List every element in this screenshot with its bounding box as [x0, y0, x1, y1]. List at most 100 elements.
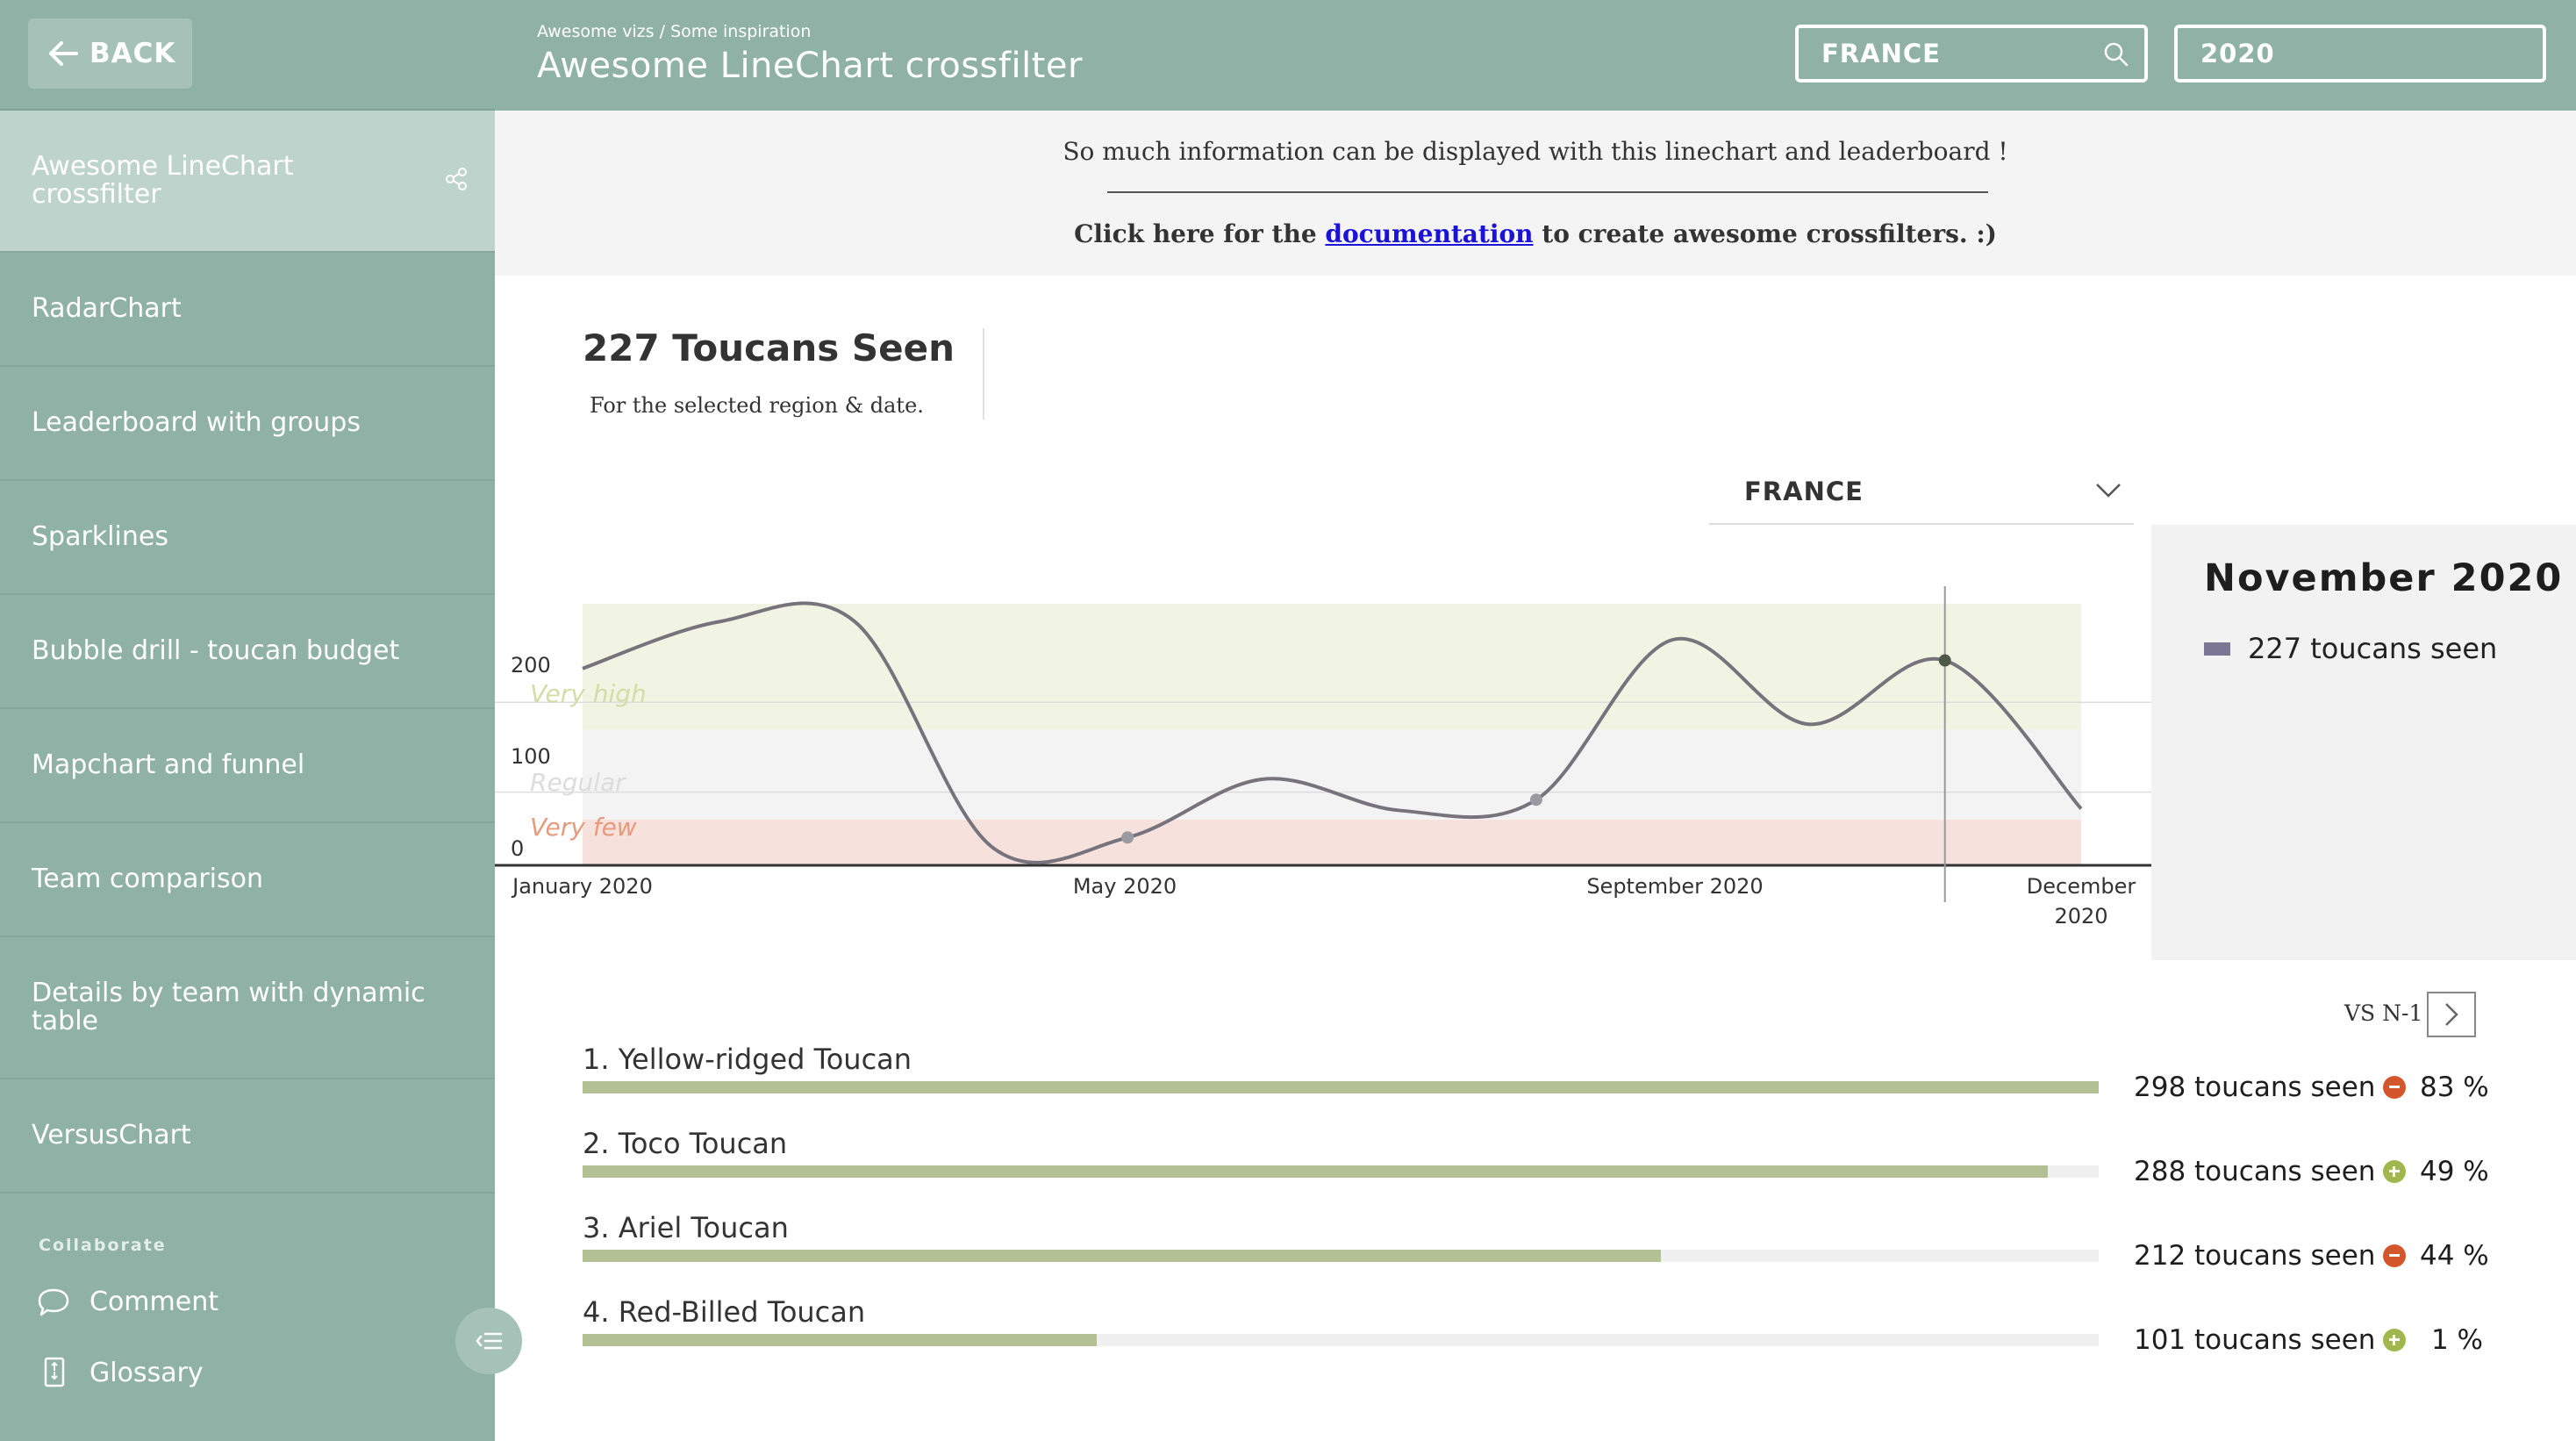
leaderboard-change: 1 %: [2430, 1324, 2483, 1356]
header: Awesome vizs / Some inspiration Awesome …: [495, 0, 2576, 111]
series-swatch: [2204, 642, 2230, 656]
region-filter-value: FRANCE: [1821, 39, 1941, 68]
glossary-label: Glossary: [89, 1357, 204, 1388]
leaderboard-bar: [583, 1165, 2048, 1178]
chevron-right-icon: [2445, 1003, 2458, 1026]
year-filter[interactable]: 2020: [2174, 25, 2546, 82]
region-select[interactable]: FRANCE: [1709, 460, 2134, 525]
sidebar-item-mapchart-funnel[interactable]: Mapchart and funnel: [0, 709, 495, 823]
sidebar-item-leaderboard-groups[interactable]: Leaderboard with groups: [0, 367, 495, 481]
leaderboard-bar: [583, 1081, 2099, 1093]
sidebar-item-bubble-drill[interactable]: Bubble drill - toucan budget: [0, 595, 495, 709]
sidebar-item-label: Leaderboard with groups: [32, 407, 361, 438]
page-title: Awesome LineChart crossfilter: [537, 46, 1083, 86]
comment-link[interactable]: Comment: [37, 1287, 218, 1317]
band-label: Very high: [530, 679, 647, 708]
comment-label: Comment: [89, 1287, 218, 1317]
sidebar-item-label: Team comparison: [32, 864, 263, 894]
x-tick-label: May 2020: [1073, 874, 1177, 899]
tooltip-series-value: 227 toucans seen: [2248, 632, 2498, 665]
region-select-value: FRANCE: [1744, 477, 1864, 506]
back-bar: BACK: [0, 0, 495, 111]
sidebar-item-label: Details by team with dynamic table: [32, 978, 426, 1036]
leaderboard-row[interactable]: 1. Yellow-ridged Toucan 298 toucans seen 8…: [583, 1043, 2513, 1122]
kpi-subtitle: For the selected region & date.: [590, 393, 924, 418]
data-point: [1529, 793, 1542, 807]
sidebar-item-details-by-team[interactable]: Details by team with dynamic table: [0, 937, 495, 1079]
sidebar-nav: Awesome LineChart crossfilter RadarChart…: [0, 111, 495, 1194]
arrow-left-icon: [49, 41, 78, 66]
leaderboard-value: 212 toucans seen: [2134, 1240, 2376, 1272]
breadcrumb: Awesome vizs / Some inspiration: [537, 22, 812, 41]
leaderboard-name: 1. Yellow-ridged Toucan: [583, 1043, 912, 1076]
info-text: So much information can be displayed wit…: [1063, 137, 2008, 166]
band-label: Regular: [530, 768, 626, 797]
leaderboard-value: 288 toucans seen: [2134, 1156, 2376, 1187]
collapse-sidebar-button[interactable]: [455, 1308, 522, 1374]
leaderboard-change: 49 %: [2420, 1156, 2489, 1187]
share-icon[interactable]: [444, 167, 469, 191]
collapse-menu-icon: [476, 1332, 503, 1350]
band-label: Very few: [530, 813, 637, 842]
back-label: BACK: [89, 38, 176, 69]
info-doc-prefix: Click here for the: [1074, 219, 1326, 248]
comment-icon: [38, 1288, 69, 1316]
collaborate-title: Collaborate: [39, 1236, 167, 1255]
band-very-high: [583, 604, 2081, 730]
selected-data-point: [1938, 654, 1951, 667]
leaderboard-name: 3. Ariel Toucan: [583, 1211, 789, 1244]
sidebar-item-label: VersusChart: [32, 1120, 191, 1151]
trend-down-icon: [2383, 1076, 2406, 1099]
leaderboard-row[interactable]: 2. Toco Toucan 288 toucans seen 49 %: [583, 1127, 2513, 1206]
leaderboard-bar-track: [583, 1081, 2099, 1093]
leaderboard-name: 2. Toco Toucan: [583, 1127, 788, 1160]
leaderboard-value: 298 toucans seen: [2134, 1072, 2376, 1103]
series-line: [582, 601, 2083, 864]
search-icon: [2104, 42, 2129, 67]
leaderboard-row[interactable]: 4. Red-Billed Toucan 101 toucans seen 1 %: [583, 1295, 2513, 1374]
kpi-divider: [983, 328, 984, 419]
tooltip-title: November 2020: [2204, 556, 2564, 600]
x-tick-label: September 2020: [1586, 874, 1763, 899]
documentation-link[interactable]: documentation: [1325, 219, 1534, 248]
leaderboard-value: 101 toucans seen: [2134, 1324, 2376, 1356]
x-tick-label: December 2020: [2027, 874, 2136, 928]
y-tick-label: 0: [511, 836, 524, 861]
compare-next-button[interactable]: [2427, 992, 2476, 1037]
line-chart[interactable]: Very few Regular Very high 0 100 200 January 2…: [495, 562, 2151, 948]
leaderboard-bar-track: [583, 1250, 2099, 1262]
leaderboard-name: 4. Red-Billed Toucan: [583, 1295, 866, 1329]
glossary-link[interactable]: Glossary: [37, 1357, 204, 1388]
leaderboard-bar: [583, 1250, 1662, 1262]
data-point: [1121, 831, 1134, 844]
sidebar-item-label: RadarChart: [32, 293, 182, 324]
sidebar-item-sparklines[interactable]: Sparklines: [0, 481, 495, 595]
band-regular: [583, 729, 2081, 820]
chart-tooltip: November 2020 227 toucans seen: [2151, 525, 2576, 960]
leaderboard-change: 44 %: [2420, 1240, 2489, 1272]
kpi-value: 227 Toucans Seen: [583, 326, 955, 369]
trend-down-icon: [2383, 1244, 2406, 1267]
leaderboard-row[interactable]: 3. Ariel Toucan 212 toucans seen 44 %: [583, 1211, 2513, 1290]
region-filter[interactable]: FRANCE: [1795, 25, 2148, 82]
y-tick-label: 100: [511, 744, 551, 769]
sidebar-item-versuschart[interactable]: VersusChart: [0, 1079, 495, 1194]
trend-up-icon: [2383, 1329, 2406, 1351]
sidebar-item-team-comparison[interactable]: Team comparison: [0, 823, 495, 937]
year-filter-value: 2020: [2200, 39, 2275, 68]
compare-label: VS N-1: [2344, 1000, 2423, 1026]
sidebar-item-linechart-crossfilter[interactable]: Awesome LineChart crossfilter: [0, 111, 495, 253]
trend-up-icon: [2383, 1160, 2406, 1183]
glossary-icon: [44, 1357, 65, 1387]
back-button[interactable]: BACK: [28, 18, 192, 89]
info-banner: So much information can be displayed wit…: [495, 111, 2576, 276]
leaderboard-bar: [583, 1334, 1097, 1346]
sidebar-item-label: Sparklines: [32, 521, 168, 552]
sidebar-item-radarchart[interactable]: RadarChart: [0, 253, 495, 367]
leaderboard-bar-track: [583, 1334, 2099, 1346]
sidebar-item-label: Mapchart and funnel: [32, 749, 305, 780]
y-tick-label: 200: [511, 653, 551, 677]
info-divider: [1107, 191, 1988, 193]
chevron-down-icon: [2096, 484, 2121, 498]
sidebar: BACK Awesome LineChart crossfilter Radar…: [0, 0, 495, 1441]
